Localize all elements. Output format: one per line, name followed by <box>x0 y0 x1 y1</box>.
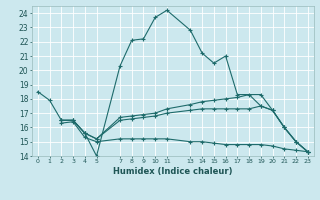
X-axis label: Humidex (Indice chaleur): Humidex (Indice chaleur) <box>113 167 233 176</box>
